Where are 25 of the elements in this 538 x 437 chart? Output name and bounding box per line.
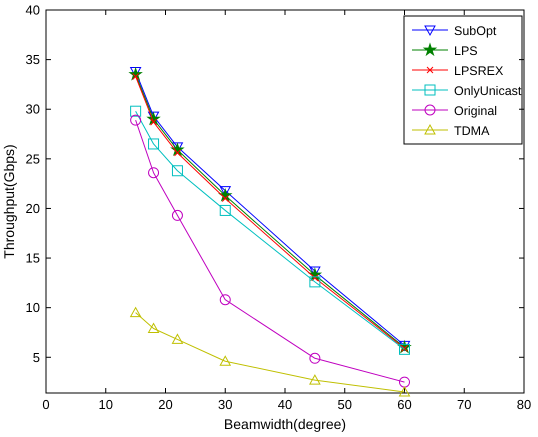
y-axis-title: Throughput(Gbps) [1, 144, 17, 259]
x-tick-label: 0 [42, 397, 50, 412]
y-tick-label: 10 [26, 300, 40, 316]
x-tick-label: 20 [158, 397, 173, 412]
legend-label: OnlyUnicast [454, 84, 522, 98]
y-tick-label: 35 [26, 52, 40, 68]
legend-label: Original [454, 104, 498, 118]
x-tick-label: 80 [516, 397, 532, 412]
legend-label: TDMA [454, 124, 490, 138]
y-tick-label: 20 [26, 200, 40, 216]
y-tick-label: 25 [26, 151, 40, 166]
y-tick-label: 5 [32, 350, 40, 365]
y-tick-label: 15 [26, 250, 40, 266]
x-tick-label: 50 [338, 397, 352, 412]
x-tick-label: 10 [98, 397, 113, 412]
legend-label: LPS [454, 44, 478, 58]
x-tick-label: 30 [218, 397, 232, 412]
legend-label: LPSREX [454, 64, 504, 78]
x-tick-label: 70 [457, 397, 472, 412]
y-tick-label: 40 [26, 2, 40, 18]
x-tick-label: 40 [278, 397, 292, 412]
y-tick-label: 30 [26, 102, 40, 117]
legend-label: SubOpt [454, 24, 497, 38]
x-tick-label: 60 [397, 397, 412, 412]
x-axis-title: Beamwidth(degree) [224, 416, 346, 432]
